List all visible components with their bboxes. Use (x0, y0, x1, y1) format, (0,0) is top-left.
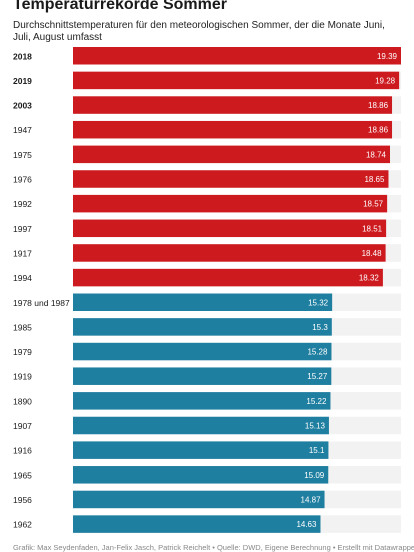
bar (73, 219, 387, 238)
value-label: 18.57 (363, 200, 384, 209)
bar (73, 96, 393, 114)
bar (73, 490, 325, 509)
value-label: 15.1 (309, 446, 325, 455)
value-label: 14.63 (296, 520, 317, 529)
bar (73, 120, 393, 139)
category-label: 1994 (13, 273, 32, 283)
bar (73, 293, 333, 311)
value-label: 15.27 (307, 372, 328, 381)
category-label: 1979 (13, 347, 32, 357)
bar (73, 145, 391, 164)
category-label: 1916 (13, 446, 32, 456)
bar (73, 416, 329, 435)
bar (73, 392, 331, 410)
bar (73, 466, 329, 484)
value-label: 18.74 (366, 150, 387, 159)
category-label: 1985 (13, 322, 32, 332)
page-title: Temperaturrekorde Sommer (13, 0, 227, 13)
value-label: 19.39 (377, 52, 398, 61)
value-label: 19.28 (375, 76, 396, 85)
category-label: 2018 (13, 51, 32, 61)
bar (73, 367, 332, 385)
category-label: 1978 und 1987 (13, 298, 70, 308)
value-label: 15.28 (307, 348, 328, 357)
category-label: 1917 (13, 248, 32, 258)
category-label: 1976 (13, 175, 32, 185)
category-label: 1962 (13, 520, 32, 530)
category-label: 1965 (13, 470, 32, 480)
value-label: 18.86 (368, 101, 389, 110)
bar (73, 441, 329, 459)
footer-credit: Grafik: Max Seydenfaden, Jan-Felix Jasch… (13, 543, 414, 552)
bar (73, 244, 386, 262)
bar (73, 342, 332, 361)
bar (73, 170, 389, 188)
value-label: 18.51 (362, 224, 383, 233)
value-label: 15.13 (305, 422, 326, 431)
value-label: 18.32 (359, 274, 380, 283)
category-label: 2019 (13, 76, 32, 86)
category-label: 1997 (13, 224, 32, 234)
category-label: 1975 (13, 150, 32, 160)
category-label: 1890 (13, 396, 32, 406)
chart-subtitle: Durchschnittstemperaturen für den meteor… (13, 20, 385, 43)
value-label: 18.65 (364, 175, 385, 184)
value-label: 15.32 (308, 298, 329, 307)
value-label: 15.3 (312, 323, 328, 332)
category-label: 1956 (13, 495, 32, 505)
category-label: 1992 (13, 199, 32, 209)
value-label: 14.87 (301, 495, 322, 504)
category-label: 1919 (13, 372, 32, 382)
value-label: 15.09 (304, 471, 325, 480)
bar (73, 268, 383, 287)
value-label: 18.86 (368, 126, 389, 135)
bar (73, 71, 400, 90)
value-label: 18.48 (362, 249, 383, 258)
bar (73, 47, 401, 65)
bar (73, 515, 321, 533)
value-label: 15.22 (306, 397, 327, 406)
bar (73, 318, 332, 336)
category-label: 1907 (13, 421, 32, 431)
bar (73, 194, 388, 213)
category-label: 1947 (13, 125, 32, 135)
category-label: 2003 (13, 101, 32, 111)
